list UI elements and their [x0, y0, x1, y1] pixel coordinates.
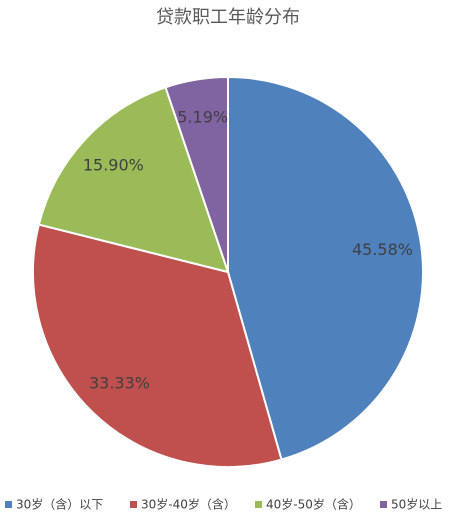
pie-slice — [227, 75, 424, 461]
legend-swatch — [130, 501, 137, 508]
pie-slice — [32, 223, 283, 468]
data-label: 45.58% — [352, 240, 413, 259]
chart-title: 贷款职工年龄分布 — [156, 7, 300, 28]
pie-slice — [164, 75, 229, 273]
data-label: 33.33% — [89, 374, 150, 393]
data-label: 5.19% — [177, 108, 228, 127]
legend-swatch — [5, 501, 12, 508]
legend-swatch — [380, 501, 387, 508]
legend-label: 50岁以上 — [391, 497, 442, 512]
data-label: 15.90% — [83, 156, 144, 175]
legend-label: 30岁（含）以下 — [16, 497, 103, 512]
legend-swatch — [255, 501, 262, 508]
legend-label: 30岁-40岁（含） — [141, 497, 236, 512]
legend-label: 40岁-50岁（含） — [266, 497, 361, 512]
